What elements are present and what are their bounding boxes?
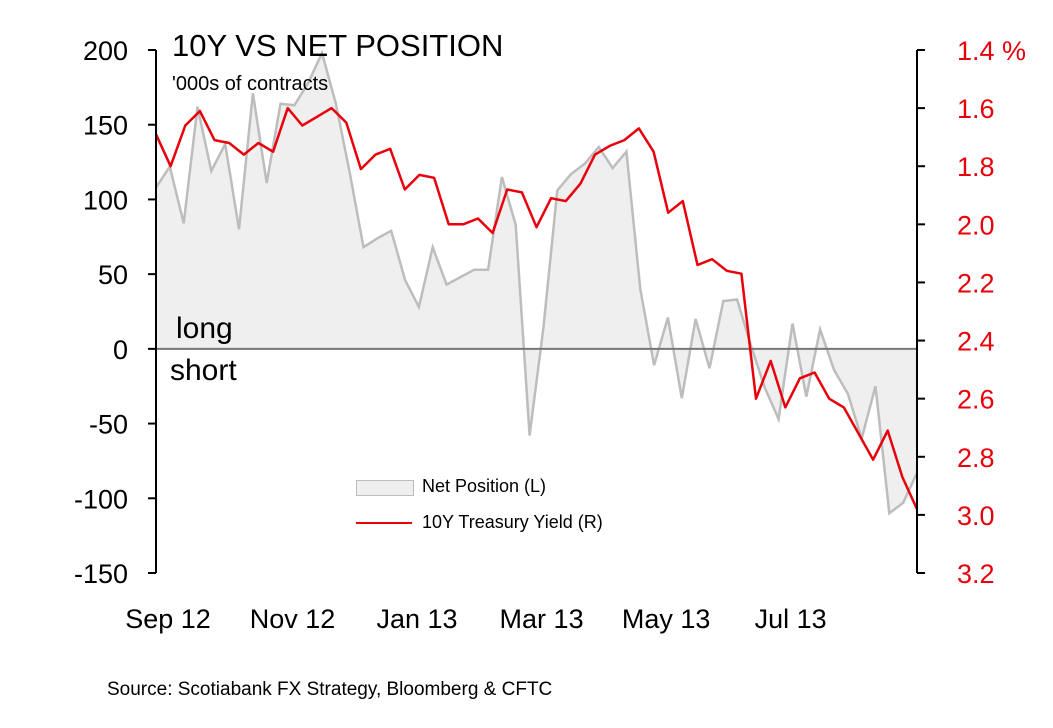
right-tick-label: 1.8 <box>957 152 995 182</box>
right-tick-label: 3.0 <box>957 501 995 531</box>
x-tick-label: Sep 12 <box>125 604 211 634</box>
x-tick-label: May 13 <box>622 604 711 634</box>
left-tick-label: 0 <box>113 335 128 365</box>
x-tick-label: Jan 13 <box>377 604 458 634</box>
legend-label-yield: 10Y Treasury Yield (R) <box>422 512 603 532</box>
long-zone-label: long <box>176 312 233 345</box>
left-tick-label: 150 <box>83 111 128 141</box>
chart-subtitle: '000s of contracts <box>172 73 329 95</box>
source-note: Source: Scotiabank FX Strategy, Bloomber… <box>107 679 553 700</box>
left-tick-label: -50 <box>89 410 128 440</box>
net-position-area-layer <box>154 49 919 516</box>
legend-swatch-area <box>356 480 414 496</box>
legend-swatch-line <box>356 522 412 524</box>
x-tick-label: Mar 13 <box>500 604 584 634</box>
left-tick-label: 200 <box>83 36 128 66</box>
right-tick-label: 2.8 <box>957 443 995 473</box>
ticks-layer: 200 150 100 50 0 -50 -100 -150 1.4 % 1.6 1.8 2.0 2.2… <box>74 36 1026 634</box>
left-tick-label: -100 <box>74 484 128 514</box>
right-tick-label: 2.6 <box>957 385 995 415</box>
left-tick-label: 100 <box>83 185 128 215</box>
right-tick-label: 3.2 <box>957 559 995 589</box>
right-tick-label: 2.4 <box>957 327 995 357</box>
left-tick-label: 50 <box>98 260 128 290</box>
axes-layer <box>155 50 918 573</box>
chart-title: 10Y VS NET POSITION <box>172 28 504 63</box>
short-zone-label: short <box>170 354 237 387</box>
left-tick-label: -150 <box>74 559 128 589</box>
net-position-outline <box>154 49 919 516</box>
x-tick-label: Jul 13 <box>755 604 827 634</box>
right-tick-label: 1.4 % <box>957 36 1026 66</box>
legend-label-net-position: Net Position (L) <box>422 476 547 496</box>
right-tick-label: 2.2 <box>957 268 995 298</box>
right-tick-label: 1.6 <box>957 94 995 124</box>
x-tick-label: Nov 12 <box>250 604 336 634</box>
right-tick-label: 2.0 <box>957 210 995 240</box>
net-position-area <box>156 53 917 514</box>
